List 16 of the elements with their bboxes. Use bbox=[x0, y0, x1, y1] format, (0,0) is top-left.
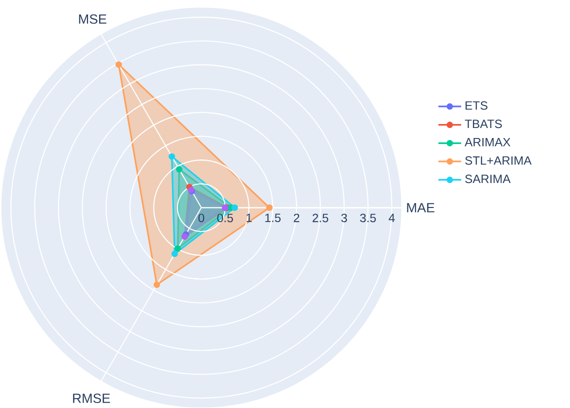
y-tick-label: 1.5 bbox=[265, 214, 281, 222]
y-tick-label: 4 bbox=[388, 214, 395, 222]
legend-label: STL+ARIMA bbox=[465, 156, 532, 165]
legend-label: ETS bbox=[466, 101, 488, 110]
spoke-label: MSE bbox=[79, 14, 106, 24]
y-tick-label: 2 bbox=[294, 214, 300, 222]
y-tick-label: 2.5 bbox=[312, 214, 328, 222]
legend-label: TBATS bbox=[464, 120, 502, 128]
y-tick-label: 3 bbox=[341, 214, 347, 222]
spoke-label: MAE bbox=[407, 203, 434, 212]
y-tick-label: 1 bbox=[246, 214, 252, 222]
y-tick-label: 3.5 bbox=[360, 214, 376, 222]
legend-label: ARIMAX bbox=[464, 138, 510, 146]
legend-label: SARIMA bbox=[465, 174, 511, 184]
y-tick-label: 0 bbox=[198, 214, 204, 222]
spoke-label: RMSE bbox=[73, 394, 110, 404]
